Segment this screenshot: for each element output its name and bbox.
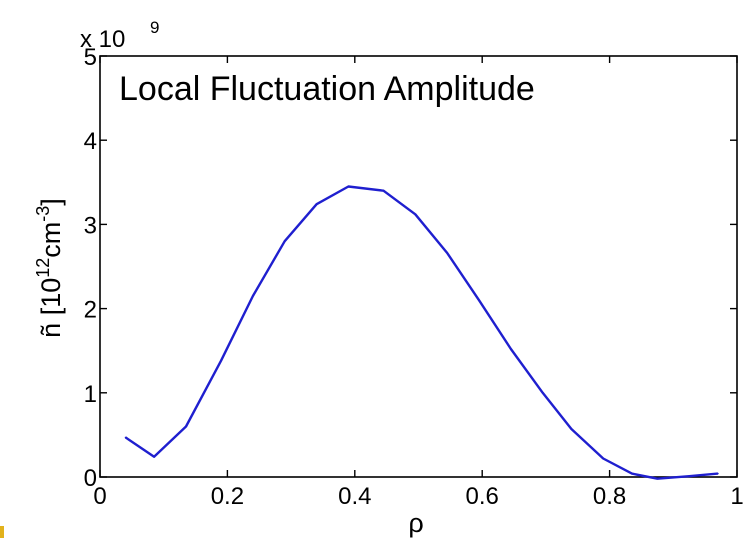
corner-mark: [0, 526, 4, 538]
axis-ticks: 0 0.2 0.4 0.6 0.8 1 0 1 2 3 4 5: [84, 44, 744, 510]
y-tick-label: 5: [84, 44, 97, 71]
x-tick-label: 0.2: [211, 483, 244, 510]
x-tick-label: 1: [730, 483, 743, 510]
y-tick-label: 3: [84, 212, 97, 239]
data-point: [717, 472, 719, 475]
data-point: [347, 185, 350, 188]
data-point: [124, 436, 127, 439]
y-label-middle: cm: [36, 222, 66, 258]
y-label-suffix: ]: [36, 198, 66, 206]
y-multiplier-base: x 10: [80, 26, 125, 53]
x-tick-label: 0: [93, 483, 106, 510]
x-tick-label: 0.6: [466, 483, 499, 510]
y-label-exponent-2: -3: [33, 206, 53, 222]
data-point: [541, 392, 544, 394]
data-point: [510, 348, 512, 350]
data-point: [631, 472, 633, 475]
x-tick-label: 0.8: [593, 483, 626, 510]
data-point: [414, 213, 417, 216]
data-point: [570, 428, 573, 430]
y-multiplier-exponent: 9: [150, 18, 159, 37]
plot-area: [99, 55, 738, 478]
data-point: [153, 456, 155, 458]
data-point: [688, 475, 690, 478]
data-point: [656, 477, 659, 480]
y-tick-label: 2: [84, 297, 97, 324]
y-tick-label: 1: [84, 381, 97, 408]
data-point: [315, 203, 318, 205]
y-axis-label: ñ [1012cm-3]: [33, 198, 66, 338]
y-tick-label: 0: [84, 465, 97, 492]
data-point: [252, 295, 254, 297]
data-point: [478, 299, 480, 302]
data-point: [185, 425, 187, 428]
y-tick-label: 4: [84, 128, 97, 155]
data-point: [602, 457, 604, 460]
series-layer: [124, 185, 719, 480]
data-point: [446, 252, 449, 254]
y-label-exponent-1: 12: [33, 258, 53, 278]
x-tick-label: 0.4: [338, 483, 371, 510]
chart-title: Local Fluctuation Amplitude: [119, 70, 535, 108]
x-axis-label: ρ: [408, 508, 423, 538]
series-line: [124, 185, 719, 480]
y-label-prefix: ñ [10: [36, 278, 66, 338]
data-point: [283, 240, 286, 242]
plot-frame: [99, 55, 738, 478]
data-point: [220, 360, 222, 362]
y-multiplier: x 10 9: [80, 18, 159, 53]
data-point: [382, 189, 385, 192]
